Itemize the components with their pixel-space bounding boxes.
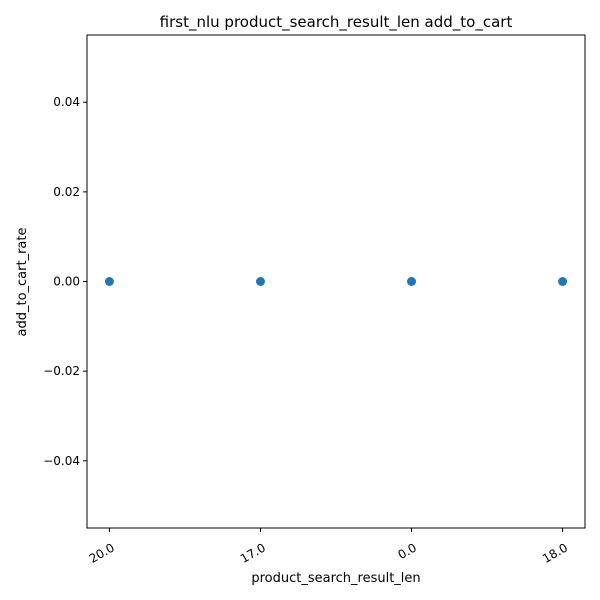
chart-title: first_nlu product_search_result_len add_… [160, 13, 513, 32]
x-tick-label: 20.0 [87, 540, 117, 565]
y-tick-label: 0.00 [53, 275, 80, 289]
data-point [255, 277, 265, 286]
x-tick-label: 18.0 [540, 540, 570, 565]
data-point [104, 277, 114, 286]
x-axis-label: product_search_result_len [251, 571, 420, 586]
y-tick-label: 0.04 [53, 95, 80, 109]
data-point [407, 277, 417, 286]
y-tick-label: 0.02 [53, 185, 80, 199]
y-tick-label: −0.02 [43, 364, 80, 378]
data-point [558, 277, 568, 286]
x-tick-label: 0.0 [395, 540, 419, 562]
y-axis-label: add_to_cart_rate [15, 228, 30, 337]
plot-area [86, 34, 586, 529]
x-axis: 20.0 17.0 0.0 18.0 [87, 528, 570, 566]
x-tick-label: 17.0 [238, 540, 268, 565]
y-axis: −0.04 −0.02 0.00 0.02 0.04 [43, 95, 87, 468]
data-points [104, 277, 568, 286]
y-tick-label: −0.04 [43, 454, 80, 468]
